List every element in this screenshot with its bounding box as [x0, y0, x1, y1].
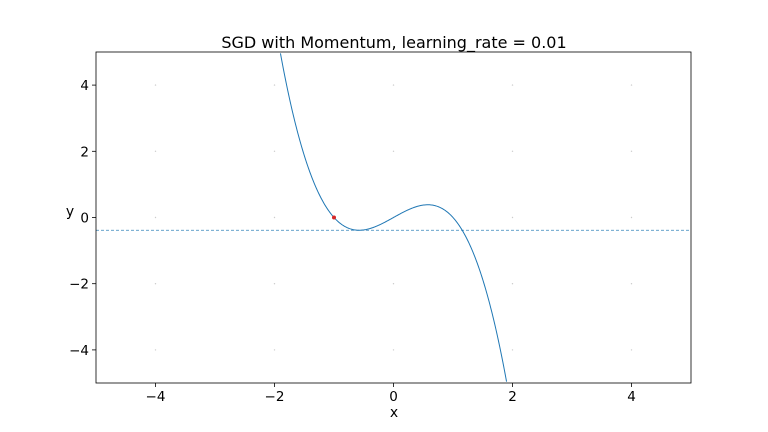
grid: [154, 84, 633, 351]
grid-point: [630, 216, 633, 219]
chart-title: SGD with Momentum, learning_rate = 0.01: [221, 33, 566, 53]
y-tick-label: −4: [69, 343, 89, 359]
grid-point: [630, 150, 633, 152]
grid-point: [630, 84, 633, 86]
grid-point: [511, 283, 514, 285]
x-tick-label: −4: [146, 389, 166, 405]
grid-point: [630, 283, 633, 285]
y-axis-ticks: −4 −2 0 2 4: [69, 78, 96, 359]
grid-point: [154, 283, 157, 285]
grid-point: [392, 349, 395, 351]
current-point-marker: [332, 215, 336, 220]
grid-point: [154, 84, 157, 86]
y-axis-label: y: [66, 204, 74, 220]
grid-point: [273, 150, 276, 152]
grid-point: [273, 283, 276, 285]
x-axis-ticks: −4 −2 0 2 4: [146, 383, 636, 405]
series-line: [279, 53, 508, 382]
grid-point: [392, 150, 395, 152]
x-tick-label: −2: [265, 389, 285, 405]
grid-point: [273, 84, 276, 86]
x-tick-label: 2: [508, 389, 517, 405]
grid-point: [392, 84, 395, 86]
grid-point: [273, 216, 276, 219]
grid-point: [154, 216, 157, 219]
grid-point: [511, 216, 514, 219]
y-tick-label: −2: [69, 277, 89, 293]
y-tick-label: 0: [80, 211, 89, 227]
grid-point: [154, 150, 157, 152]
grid-point: [511, 84, 514, 86]
grid-point: [154, 349, 157, 351]
y-tick-label: 4: [80, 78, 89, 94]
x-tick-label: 0: [389, 389, 398, 405]
grid-point: [392, 283, 395, 285]
grid-point: [511, 349, 514, 351]
x-axis-label: x: [390, 405, 398, 421]
x-tick-label: 4: [627, 389, 636, 405]
y-tick-label: 2: [80, 144, 89, 160]
grid-point: [511, 150, 514, 152]
grid-point: [273, 349, 276, 351]
grid-point: [630, 349, 633, 351]
